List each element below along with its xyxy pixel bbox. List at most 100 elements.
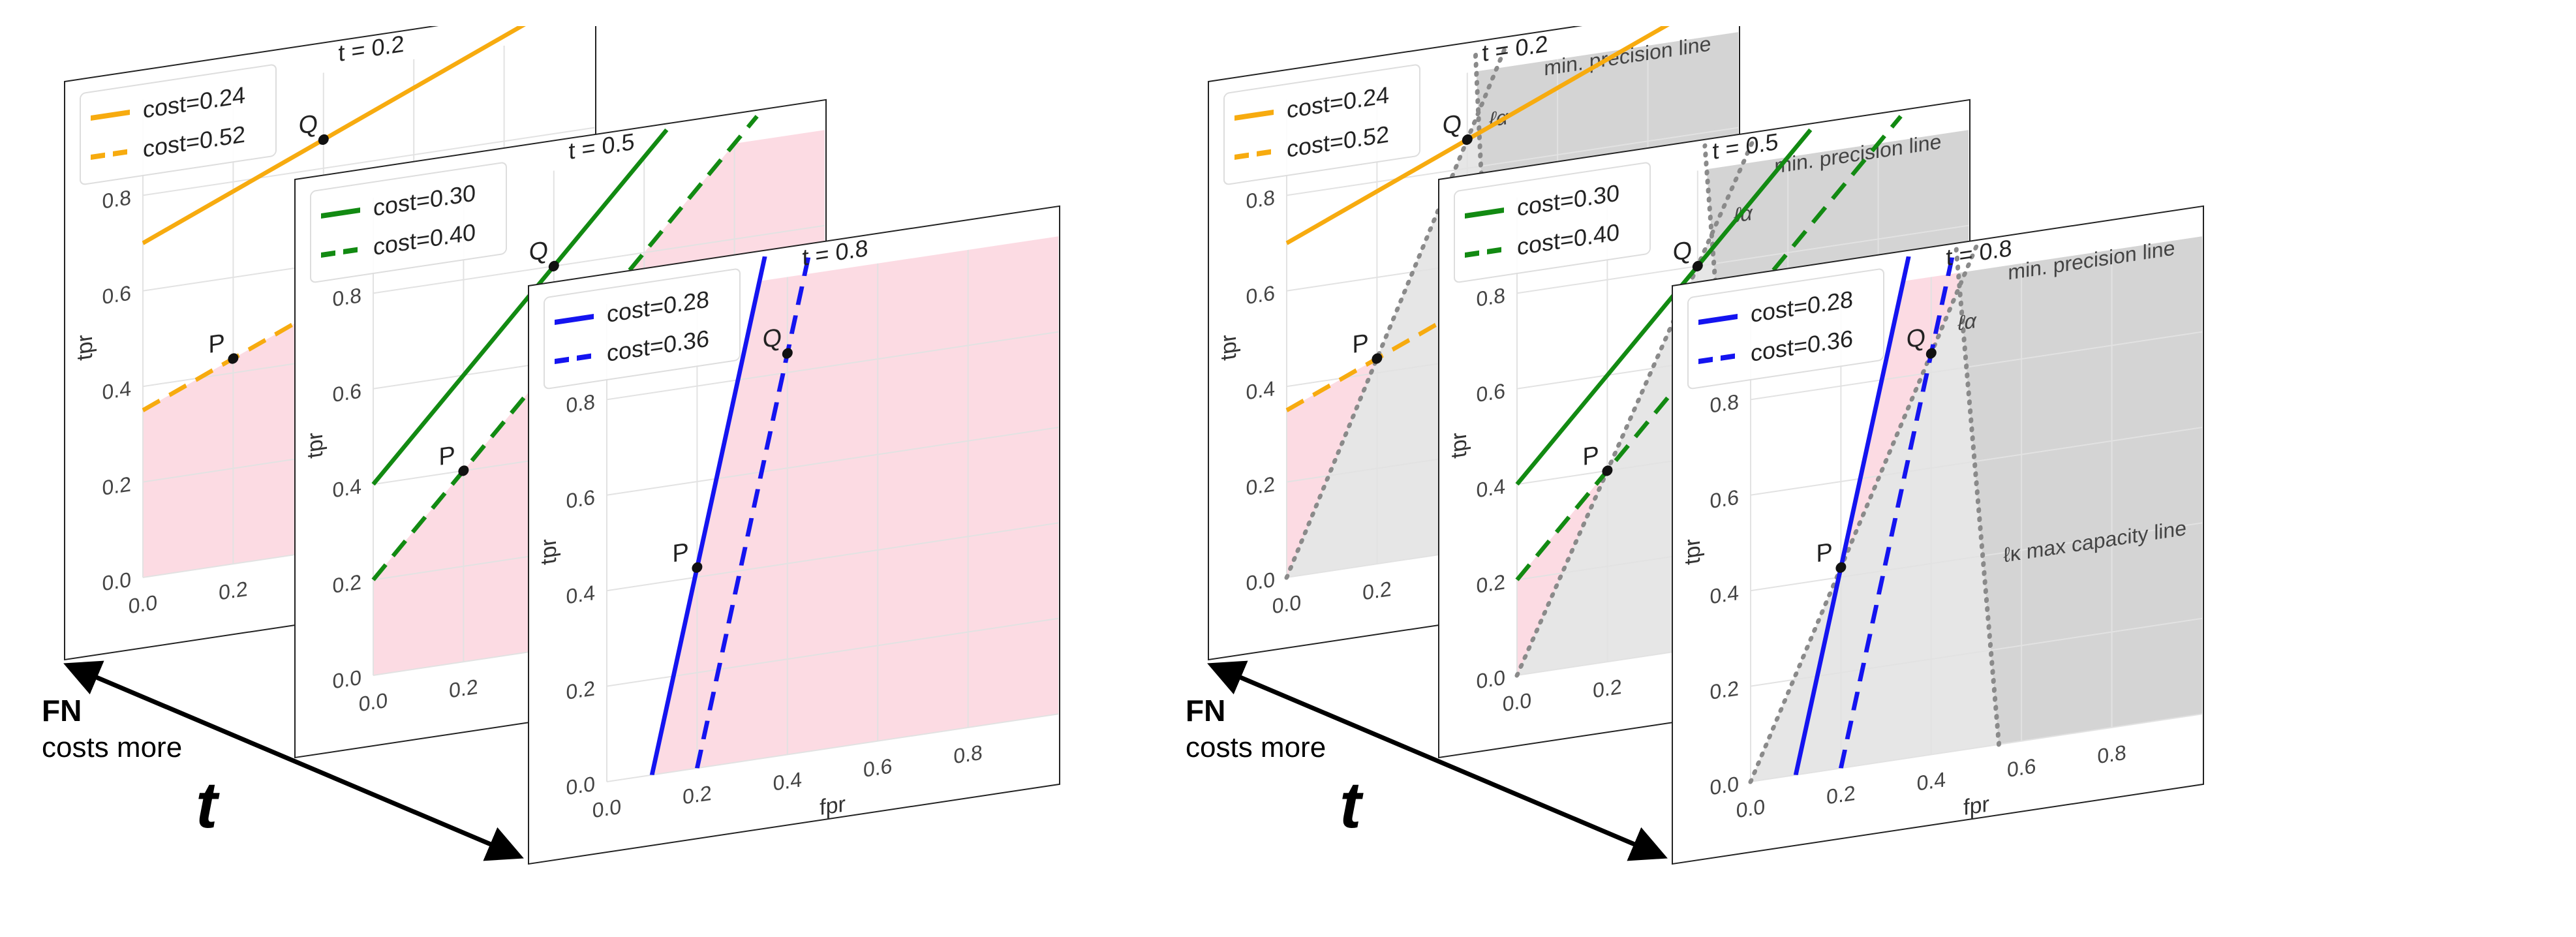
y-tick-label: 0.8: [102, 185, 131, 213]
point-label: P: [1352, 329, 1368, 360]
point-label: Q: [1443, 109, 1462, 140]
point-label: P: [438, 441, 455, 472]
min-precision-line: [1514, 136, 1756, 678]
y-tick-label: 0.2: [1246, 472, 1275, 499]
t-axis-arrow: [1207, 660, 1668, 861]
y-tick-label: 0.0: [566, 772, 595, 799]
y-tick-label: 0.2: [566, 676, 595, 703]
y-tick-label: 0.4: [1477, 474, 1505, 502]
point-P: [1372, 353, 1383, 364]
x-tick-label: 0.4: [773, 767, 802, 795]
point-P: [228, 353, 239, 364]
grid-line-y: [1751, 426, 2202, 496]
point-P: [458, 465, 469, 476]
x-axis-label: fpr: [1963, 791, 1989, 820]
alpha-label: ℓα: [1957, 309, 1977, 335]
y-tick-label: 0.4: [333, 474, 361, 502]
y-tick-label: 0.6: [1710, 485, 1739, 513]
y-tick-label: 0.4: [566, 581, 595, 608]
grid-line-y: [143, 127, 594, 196]
x-axis-label: fpr: [820, 791, 846, 820]
point-P: [1602, 465, 1613, 476]
y-tick-label: 0.2: [102, 472, 131, 499]
cost-line-solid: [1285, 26, 1683, 245]
grid-line-y: [1517, 224, 1969, 294]
point-label: P: [672, 538, 688, 568]
grid-line-y: [607, 713, 1058, 782]
point-label: Q: [1673, 236, 1693, 266]
capacity-infeasible-region: [1958, 236, 2202, 745]
y-tick-label: 0.0: [1710, 772, 1739, 799]
legend-swatch-dashed: [1234, 148, 1274, 160]
y-axis-label: tpr: [1447, 431, 1471, 460]
figure-constrained: 0.00.00.20.20.40.40.60.60.80.8tprfprℓαmi…: [1186, 26, 2204, 865]
max-capacity-line: [1954, 247, 2002, 747]
fn-label: FN: [1186, 694, 1225, 728]
legend-swatch-solid: [555, 313, 594, 325]
y-tick-label: 0.6: [102, 281, 131, 309]
y-tick-label: 0.4: [1246, 376, 1275, 404]
y-tick-label: 0.2: [333, 570, 361, 597]
t-axis-label: t: [196, 769, 220, 842]
min-precision-line: [1748, 243, 1979, 784]
point-label: P: [1582, 441, 1599, 472]
y-tick-label: 0.8: [333, 283, 361, 311]
y-tick-label: 0.6: [566, 485, 595, 513]
y-tick-label: 0.8: [566, 390, 595, 417]
x-tick-label: 0.2: [219, 577, 247, 604]
legend-box: [544, 268, 741, 390]
x-tick-label: 0.0: [359, 688, 388, 716]
costs-more-label: costs more: [42, 731, 182, 763]
x-tick-label: 0.6: [2007, 754, 2036, 782]
x-tick-label: 0.2: [1593, 675, 1621, 702]
point-label: P: [208, 329, 224, 360]
point-label: Q: [529, 236, 549, 266]
fn-label: FN: [42, 694, 82, 728]
legend-box: [1687, 268, 1884, 390]
x-tick-label: 0.0: [592, 795, 621, 822]
point-P: [692, 562, 703, 573]
x-tick-label: 0.2: [682, 781, 711, 808]
panel-08: 0.00.0 0.2 0.2 0.4 0.4 0.6 0.6 0.8 0.8 tpr fpr P Qco…: [528, 205, 1060, 865]
legend-swatch-solid: [91, 109, 130, 121]
cost-line-solid: [371, 128, 669, 486]
cost-line-dashed: [1515, 115, 1903, 581]
point-Q: [782, 348, 793, 359]
y-tick-label: 0.6: [1246, 281, 1275, 309]
x-tick-label: 0.2: [1826, 781, 1855, 808]
y-axis-label: tpr: [536, 537, 561, 566]
legend-swatch-solid: [321, 207, 360, 219]
x-tick-label: 0.0: [1272, 591, 1301, 618]
legend-box: [1223, 64, 1420, 185]
y-tick-label: 0.0: [1477, 666, 1505, 693]
point-label: P: [1816, 538, 1832, 568]
grid-line-y: [1751, 713, 2202, 782]
grid-line-y: [1751, 331, 2202, 401]
legend-swatch-dashed: [91, 148, 130, 160]
legend-box: [80, 64, 277, 185]
y-tick-label: 0.0: [333, 666, 361, 693]
grid-line-y: [607, 617, 1058, 687]
x-tick-label: 0.0: [1736, 795, 1765, 822]
y-axis-label: tpr: [72, 333, 97, 362]
y-tick-label: 0.0: [102, 568, 131, 595]
cost-line-solid: [142, 26, 539, 245]
point-Q: [318, 134, 329, 146]
x-tick-label: 0.2: [1362, 577, 1391, 604]
y-tick-label: 0.8: [1246, 185, 1275, 213]
y-tick-label: 0.6: [1477, 379, 1505, 407]
point-Q: [1925, 348, 1937, 359]
point-label: Q: [1907, 323, 1926, 354]
legend-swatch-solid: [1234, 109, 1274, 121]
cost-line-dashed: [371, 115, 759, 581]
feasible-region: [652, 236, 1058, 775]
y-tick-label: 0.0: [1246, 568, 1275, 595]
y-tick-label: 0.4: [102, 376, 131, 404]
x-tick-label: 0.0: [1503, 688, 1531, 716]
